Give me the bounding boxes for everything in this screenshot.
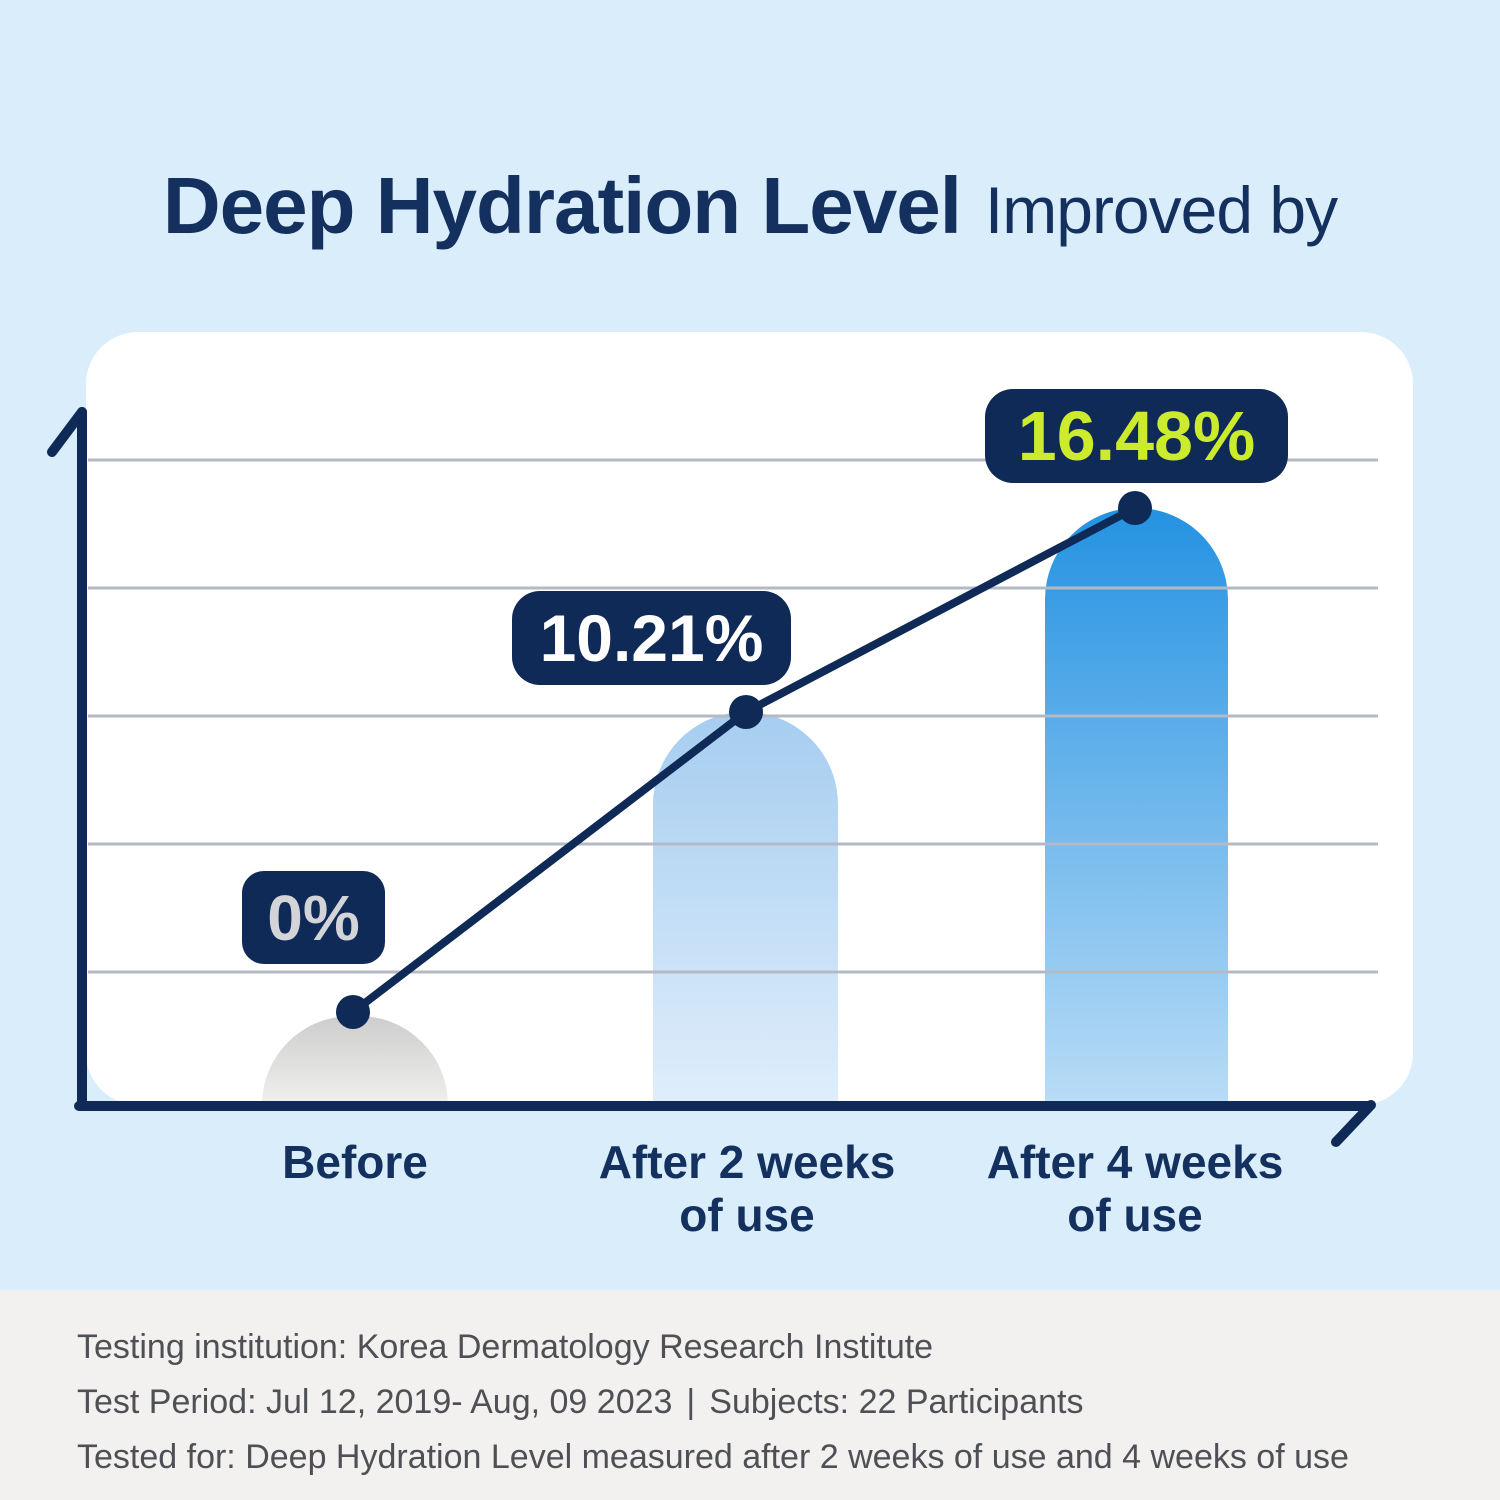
footer-strip: Testing institution: Korea Dermatology R…	[0, 1290, 1500, 1500]
bar-after-2-weeks	[653, 712, 838, 1105]
footer-line-institution: Testing institution: Korea Dermatology R…	[77, 1328, 934, 1366]
x-label-after-2-weeks: After 2 weeks of use	[547, 1136, 947, 1242]
x-label-after-2-weeks-line1: After 2 weeks	[598, 1136, 896, 1188]
page-title: Deep Hydration Level Improved by	[0, 160, 1500, 252]
footer-text: Testing institution: Korea Dermatology R…	[77, 1320, 1349, 1485]
x-axis-arrow	[1331, 1100, 1376, 1147]
value-badge-after-2-weeks: 10.21%	[512, 591, 791, 685]
x-label-before-line1: Before	[282, 1136, 428, 1188]
footer-separator: |	[686, 1383, 696, 1421]
value-badge-before: 0%	[242, 871, 385, 964]
footer-subjects: Subjects: 22 Participants	[709, 1383, 1084, 1421]
value-label-after-4-weeks: 16.48%	[1017, 397, 1256, 475]
bar-before	[262, 1016, 448, 1105]
footer-line-tested-for: Tested for: Deep Hydration Level measure…	[77, 1438, 1349, 1476]
x-label-after-4-weeks: After 4 weeks of use	[935, 1136, 1335, 1242]
x-label-before: Before	[205, 1136, 505, 1189]
value-label-before: 0%	[267, 881, 360, 954]
footer-test-period: Test Period: Jul 12, 2019- Aug, 09 2023	[77, 1383, 673, 1421]
bar-after-4-weeks	[1045, 508, 1228, 1105]
title-subtext: Improved by	[984, 173, 1338, 247]
x-label-after-4-weeks-line2: of use	[1067, 1189, 1203, 1241]
x-label-after-4-weeks-line1: After 4 weeks	[986, 1136, 1284, 1188]
title-text: Deep Hydration Level	[162, 161, 962, 250]
y-axis-arrow	[47, 407, 87, 457]
value-label-after-2-weeks: 10.21%	[539, 601, 764, 675]
value-badge-after-4-weeks: 16.48%	[985, 389, 1288, 483]
footer-line-period-subjects: Test Period: Jul 12, 2019- Aug, 09 2023 |…	[77, 1375, 1349, 1430]
x-label-after-2-weeks-line2: of use	[679, 1189, 815, 1241]
